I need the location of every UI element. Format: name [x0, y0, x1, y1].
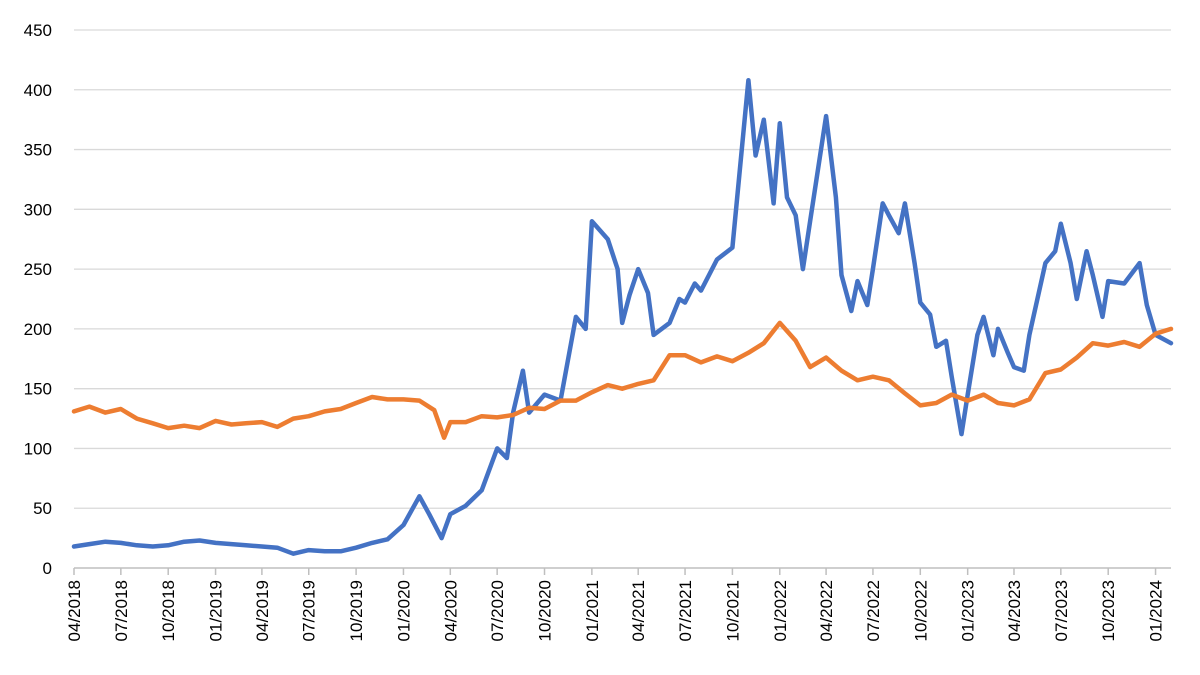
series-line-2 [71, 320, 1174, 440]
x-tick-label: 07/2022 [864, 580, 883, 641]
x-tick-label: 07/2023 [1052, 580, 1071, 641]
x-tick-label: 04/2022 [817, 580, 836, 641]
y-tick-label: 50 [33, 499, 52, 518]
y-tick-label: 450 [24, 21, 52, 40]
x-tick-label: 04/2023 [1005, 580, 1024, 641]
x-tick-label: 01/2021 [583, 580, 602, 641]
series-lines [71, 77, 1174, 556]
y-tick-label: 400 [24, 81, 52, 100]
y-tick-label: 150 [24, 380, 52, 399]
y-tick-label: 300 [24, 200, 52, 219]
x-tick-label: 07/2019 [300, 580, 319, 641]
y-tick-labels: 0 50 100 150 200 250 300 350 400 450 [24, 21, 52, 578]
x-tick-label: 07/2018 [112, 580, 131, 641]
x-tick-label: 10/2023 [1099, 580, 1118, 641]
y-tick-label: 200 [24, 320, 52, 339]
x-tick-labels: 04/2018 07/2018 10/2018 01/2019 04/2019 07/20… [65, 580, 1166, 641]
x-tick-label: 07/2020 [488, 580, 507, 641]
x-tick-label: 04/2020 [441, 580, 460, 641]
x-tick-label: 01/2020 [394, 580, 413, 641]
series-line-1 [71, 77, 1174, 556]
x-tick-label: 04/2019 [253, 580, 272, 641]
y-tick-label: 350 [24, 141, 52, 160]
x-tick-label: 10/2021 [723, 580, 742, 641]
x-tick-label: 01/2022 [771, 580, 790, 641]
x-tick-label: 04/2018 [65, 580, 84, 641]
x-tick-label: 01/2024 [1147, 580, 1166, 641]
y-tick-label: 250 [24, 260, 52, 279]
axes [73, 567, 1171, 575]
y-tick-label: 0 [43, 559, 52, 578]
x-tick-label: 10/2019 [347, 580, 366, 641]
x-tick-label: 07/2021 [676, 580, 695, 641]
x-tick-label: 01/2023 [959, 580, 978, 641]
x-tick-label: 04/2021 [629, 580, 648, 641]
y-tick-label: 100 [24, 439, 52, 458]
x-tick-label: 10/2020 [536, 580, 555, 641]
x-tick-label: 01/2019 [207, 580, 226, 641]
x-tick-label: 10/2022 [911, 580, 930, 641]
gridlines [74, 29, 1171, 509]
x-tick-label: 10/2018 [159, 580, 178, 641]
